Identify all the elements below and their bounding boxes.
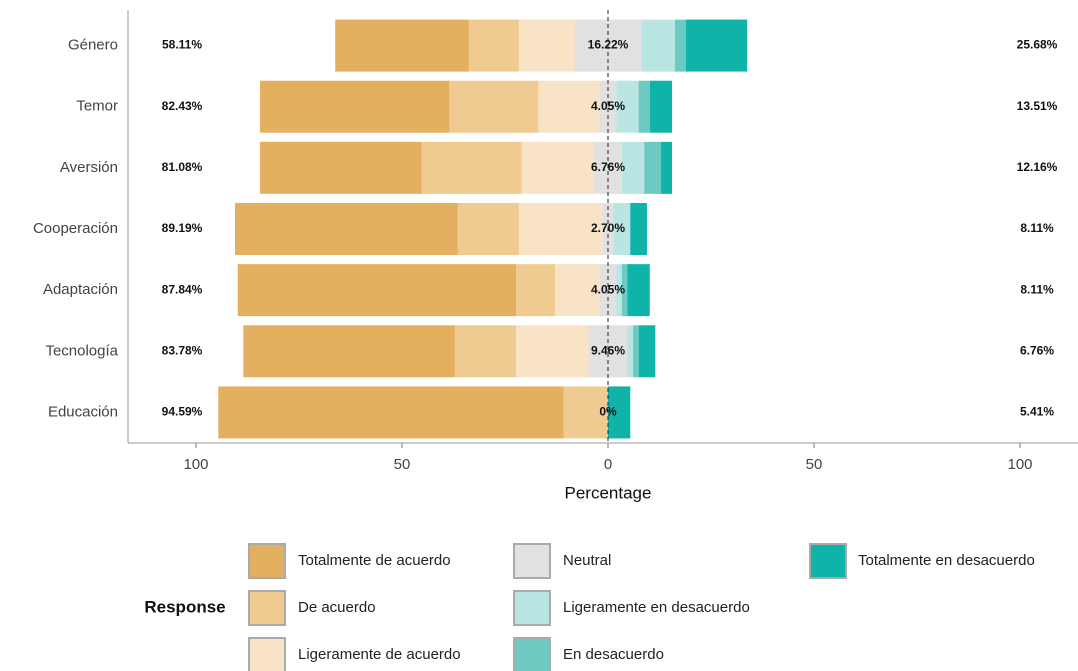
bar-segment — [538, 80, 600, 133]
legend-swatch — [513, 637, 551, 671]
y-tick-label: Cooperación — [33, 220, 118, 237]
legend-swatch — [248, 543, 286, 579]
left-label: 89.19% — [162, 221, 203, 235]
right-label: 12.16% — [1017, 160, 1058, 174]
x-tick-label: 50 — [394, 456, 411, 473]
bar-segment — [457, 203, 519, 255]
bar-segment — [627, 264, 650, 317]
bar-segment — [674, 19, 686, 72]
bar-segment — [641, 19, 675, 72]
bar-segment — [260, 141, 422, 194]
bar-segment — [237, 264, 517, 317]
bar-segment — [243, 325, 455, 378]
legend-label: En desacuerdo — [563, 646, 664, 663]
bar-segment — [608, 386, 631, 439]
bar-segment — [660, 141, 673, 194]
neutral-label: 9.46% — [591, 343, 625, 357]
left-label: 82.43% — [162, 99, 203, 113]
x-tick-label: 50 — [806, 456, 823, 473]
bar-segment — [649, 80, 673, 133]
bar-segment — [521, 141, 595, 194]
y-tick-label: Género — [68, 37, 118, 54]
bar-segment — [633, 325, 639, 378]
bar-segment — [468, 19, 519, 72]
x-axis-title: Percentage — [565, 483, 652, 502]
bar-segment — [616, 80, 639, 133]
legend-title: Response — [144, 597, 225, 616]
right-label: 6.76% — [1020, 343, 1054, 357]
bar-segment — [516, 325, 589, 378]
bar-segment — [599, 80, 617, 133]
bar-segment — [421, 141, 522, 194]
bar-segment — [449, 80, 539, 133]
left-label: 58.11% — [162, 38, 202, 52]
legend-swatch — [513, 590, 551, 626]
legend-swatch — [809, 543, 847, 579]
right-label: 25.68% — [1017, 38, 1058, 52]
bar-segment — [235, 203, 458, 255]
legend-label: Neutral — [563, 552, 611, 569]
bar-segment — [454, 325, 517, 378]
right-label: 5.41% — [1020, 405, 1054, 419]
bar-segment — [627, 325, 634, 378]
y-tick-label: Aversión — [60, 159, 118, 176]
legend-swatch — [248, 637, 286, 671]
legend-swatch — [248, 590, 286, 626]
bar-segment — [685, 19, 748, 72]
bar-segment — [555, 264, 600, 317]
left-label: 87.84% — [162, 282, 203, 296]
neutral-label: 4.05% — [591, 99, 625, 113]
y-tick-label: Adaptación — [43, 281, 118, 298]
legend-label: Ligeramente de acuerdo — [298, 646, 461, 663]
right-label: 8.11% — [1020, 221, 1054, 235]
y-tick-label: Temor — [76, 98, 118, 115]
bar-segment — [260, 80, 450, 133]
legend-label: Totalmente de acuerdo — [298, 552, 451, 569]
x-tick-label: 0 — [604, 456, 612, 473]
right-label: 8.11% — [1020, 282, 1054, 296]
bar-segment — [616, 264, 622, 317]
right-label: 13.51% — [1017, 99, 1058, 113]
legend-label: De acuerdo — [298, 599, 376, 616]
neutral-label: 4.05% — [591, 282, 625, 296]
bar-segment — [518, 19, 575, 72]
bar-segment — [621, 141, 645, 194]
left-label: 94.59% — [162, 405, 203, 419]
y-tick-label: Tecnología — [45, 342, 118, 359]
legend-label: Totalmente en desacuerdo — [858, 552, 1035, 569]
x-tick-label: 100 — [1008, 456, 1033, 473]
bar-segment — [638, 80, 650, 133]
bar-segment — [218, 386, 564, 439]
bar-segment — [516, 264, 556, 317]
bar-segment — [621, 264, 628, 317]
y-tick-label: Educación — [48, 403, 118, 420]
left-label: 81.08% — [162, 160, 203, 174]
bar-segment — [638, 325, 656, 378]
left-label: 83.78% — [162, 343, 203, 357]
bar-segment — [630, 203, 647, 255]
bar-segment — [644, 141, 661, 194]
bar-segment — [563, 386, 608, 439]
bar-segment — [335, 19, 469, 72]
neutral-label: 16.22% — [588, 38, 629, 52]
legend-label: Ligeramente en desacuerdo — [563, 599, 750, 616]
bar-segment — [518, 203, 603, 255]
legend-swatch — [513, 543, 551, 579]
bar-segment — [613, 203, 631, 255]
x-tick-label: 100 — [183, 456, 208, 473]
